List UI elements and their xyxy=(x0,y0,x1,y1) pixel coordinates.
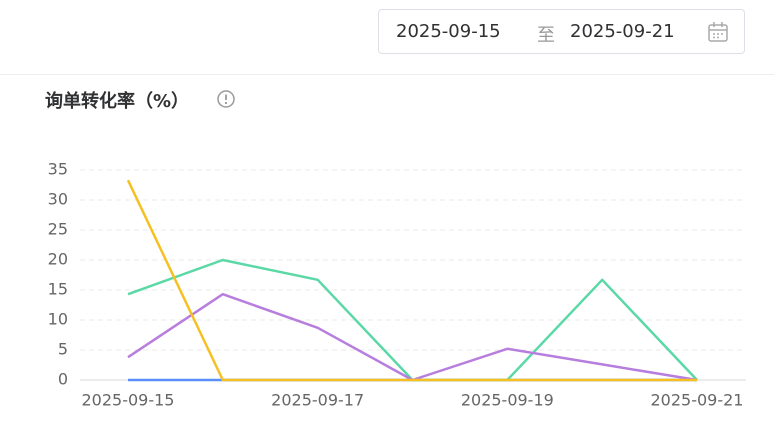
line-series xyxy=(126,179,697,382)
range-separator: 至 xyxy=(537,25,555,46)
x-tick-label: 2025-09-19 xyxy=(461,391,554,410)
line-series xyxy=(127,292,698,382)
end-date[interactable]: 2025-09-21 xyxy=(570,21,675,42)
y-tick-label: 35 xyxy=(48,160,68,179)
y-tick-label: 5 xyxy=(58,340,68,359)
y-tick-label: 0 xyxy=(58,370,68,389)
y-tick-label: 25 xyxy=(48,220,68,239)
divider xyxy=(0,74,774,75)
calendar-icon[interactable] xyxy=(707,21,729,43)
date-range-picker[interactable]: 2025-09-15 至 2025-09-21 xyxy=(378,9,745,54)
y-tick-label: 10 xyxy=(48,310,68,329)
x-tick-label: 2025-09-21 xyxy=(651,391,744,410)
x-tick-label: 2025-09-17 xyxy=(271,391,364,410)
y-tick-label: 20 xyxy=(48,250,68,269)
y-tick-label: 15 xyxy=(48,280,68,299)
x-tick-label: 2025-09-15 xyxy=(82,391,175,410)
info-icon[interactable] xyxy=(216,89,236,109)
y-tick-label: 30 xyxy=(48,190,68,209)
chart-title: 询单转化率（%） xyxy=(45,91,190,112)
start-date[interactable]: 2025-09-15 xyxy=(396,21,501,42)
